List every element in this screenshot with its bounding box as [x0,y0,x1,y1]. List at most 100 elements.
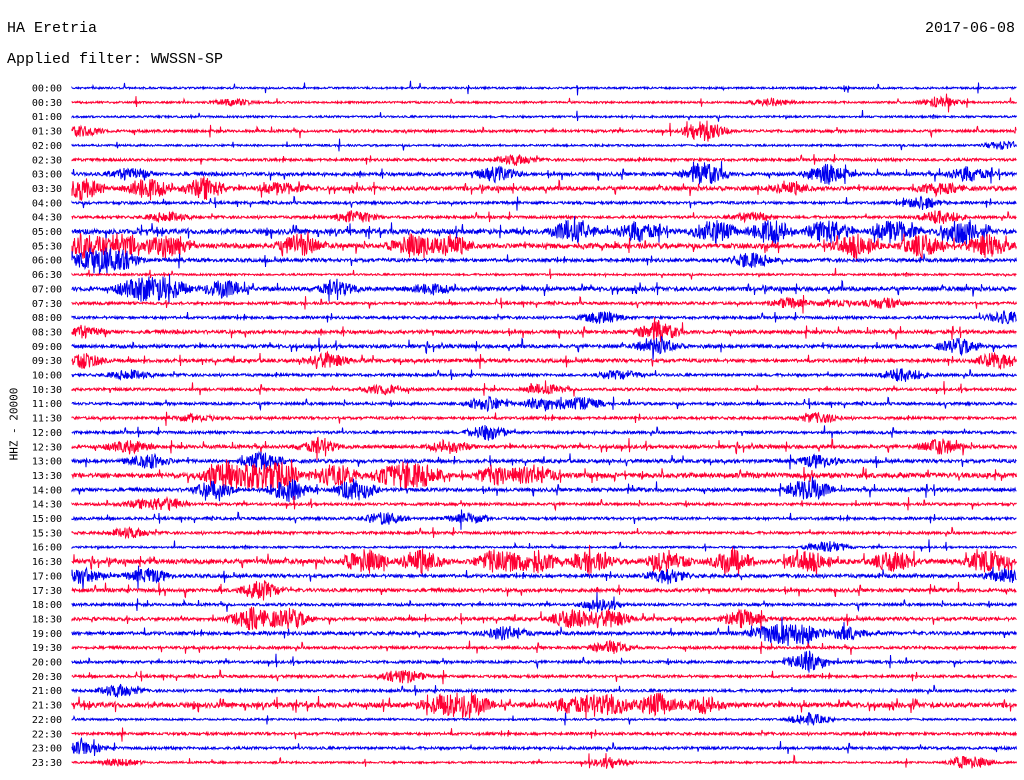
time-tick-label: 05:00 [32,227,62,238]
time-tick-label: 10:00 [32,371,62,382]
trace-line [71,616,1017,648]
trace-line [71,274,1017,304]
trace-line [71,247,1017,275]
trace-line [71,395,1017,413]
trace-line [71,336,1017,360]
time-tick-label: 06:30 [32,270,62,281]
time-tick-label: 06:00 [32,256,62,267]
time-tick-label: 05:30 [32,241,62,252]
time-tick-label: 03:00 [32,170,62,181]
time-tick-label: 13:00 [32,457,62,468]
time-tick-label: 17:00 [32,571,62,582]
trace-line [71,424,1017,441]
trace-line [71,544,1017,577]
trace-line [71,592,1017,613]
time-tick-label: 20:30 [32,672,62,683]
trace-line [71,459,1017,490]
time-tick-label: 11:30 [32,414,62,425]
trace-line [71,539,1017,553]
trace-line [71,580,1017,601]
trace-line [71,216,1017,245]
trace-line [71,565,1017,590]
time-tick-label: 15:30 [32,528,62,539]
time-tick-label: 03:30 [32,184,62,195]
time-tick-label: 23:00 [32,744,62,755]
filter-label: Applied filter: WWSSN-SP [7,51,224,68]
trace-line [71,606,1017,631]
trace-line [71,138,1017,152]
time-tick-label: 21:30 [32,701,62,712]
station-title: HA Eretria [7,20,98,37]
date-label: 2017-06-08 [924,20,1015,37]
trace-line [71,411,1017,426]
time-tick-label: 12:30 [32,442,62,453]
trace-line [71,309,1017,325]
trace-line [71,195,1017,211]
trace-line [71,727,1017,742]
trace-line [71,350,1017,370]
time-tick-label: 22:30 [32,729,62,740]
trace-line [71,176,1017,201]
trace-line [71,109,1017,122]
time-tick-label: 00:00 [32,84,62,95]
trace-line [71,650,1017,673]
trace-line [71,231,1017,262]
time-tick-label: 19:30 [32,643,62,654]
time-tick-label: 18:00 [32,600,62,611]
time-tick-label: 10:30 [32,385,62,396]
trace-line [71,476,1017,503]
trace-line [71,495,1017,512]
time-tick-label: 17:30 [32,586,62,597]
trace-line [71,736,1017,757]
trace-line [71,120,1017,142]
time-tick-label: 13:30 [32,471,62,482]
trace-line [71,509,1017,530]
trace-line [71,712,1017,726]
trace-line [71,161,1017,185]
trace-line [71,93,1017,113]
trace-line [71,753,1017,769]
trace-line [71,683,1017,698]
time-tick-label: 02:00 [32,141,62,152]
time-tick-label: 02:30 [32,155,62,166]
trace-line [71,368,1017,382]
trace-line [71,294,1017,314]
time-tick-label: 22:00 [32,715,62,726]
time-tick-label: 07:30 [32,299,62,310]
time-tick-label: 04:30 [32,213,62,224]
time-tick-label: 08:30 [32,327,62,338]
time-tick-label: 09:00 [32,342,62,353]
time-tick-label: 21:00 [32,686,62,697]
trace-line [71,669,1017,685]
time-tick-label: 08:00 [32,313,62,324]
trace-line [71,450,1017,470]
time-tick-label: 01:00 [32,112,62,123]
trace-line [71,267,1017,280]
trace-line [71,436,1017,461]
time-tick-label: 14:30 [32,500,62,511]
time-tick-label: 01:30 [32,127,62,138]
time-tick-label: 16:00 [32,543,62,554]
trace-line [71,639,1017,655]
trace-line [71,154,1017,166]
time-tick-label: 15:00 [32,514,62,525]
time-tick-label: 18:30 [32,614,62,625]
trace-line [71,80,1017,96]
time-tick-label: 00:30 [32,98,62,109]
trace-line [71,317,1017,343]
time-tick-label: 23:30 [32,758,62,769]
time-tick-label: 07:00 [32,284,62,295]
trace-line [71,210,1017,225]
time-tick-label: 14:00 [32,485,62,496]
time-tick-label: 19:00 [32,629,62,640]
time-tick-label: 11:00 [32,399,62,410]
time-tick-label: 09:30 [32,356,62,367]
trace-line [71,380,1017,397]
trace-line [71,526,1017,540]
time-tick-label: 20:00 [32,658,62,669]
time-tick-label: 04:00 [32,198,62,209]
time-tick-label: 12:00 [32,428,62,439]
trace-line [71,692,1017,720]
time-tick-label: 16:30 [32,557,62,568]
